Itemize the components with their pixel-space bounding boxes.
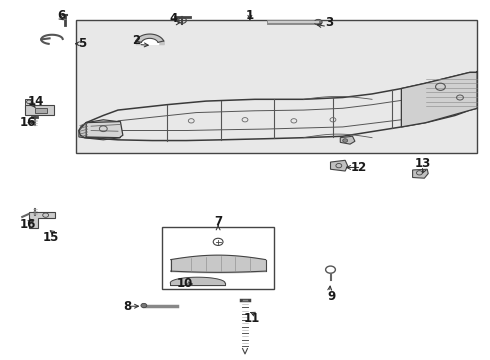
Text: 14: 14 (27, 95, 44, 108)
Polygon shape (340, 136, 355, 144)
Text: 11: 11 (244, 311, 260, 325)
Circle shape (141, 303, 147, 308)
Text: 16: 16 (19, 218, 36, 231)
Bar (35, 108, 47, 113)
Text: 9: 9 (327, 290, 335, 303)
Bar (76, 21, 477, 153)
Polygon shape (413, 169, 428, 178)
Text: 1: 1 (246, 9, 254, 22)
Text: 2: 2 (133, 33, 141, 47)
Text: 7: 7 (214, 215, 222, 228)
Text: 10: 10 (176, 278, 193, 291)
Text: 6: 6 (57, 9, 65, 22)
Bar (162, 226, 274, 289)
Circle shape (315, 19, 322, 25)
Polygon shape (331, 160, 347, 171)
Polygon shape (28, 212, 55, 228)
Polygon shape (401, 72, 477, 127)
Text: 8: 8 (123, 300, 131, 313)
Text: 3: 3 (325, 16, 333, 29)
Bar (25, 105, 54, 116)
Circle shape (343, 139, 347, 142)
Text: 12: 12 (351, 161, 367, 174)
Polygon shape (86, 122, 123, 138)
Text: 4: 4 (169, 12, 177, 25)
Polygon shape (79, 120, 121, 140)
Bar (25, 99, 32, 105)
Text: 15: 15 (43, 231, 59, 244)
Text: 13: 13 (415, 157, 431, 170)
Text: 16: 16 (19, 116, 36, 129)
Text: 5: 5 (78, 37, 86, 50)
